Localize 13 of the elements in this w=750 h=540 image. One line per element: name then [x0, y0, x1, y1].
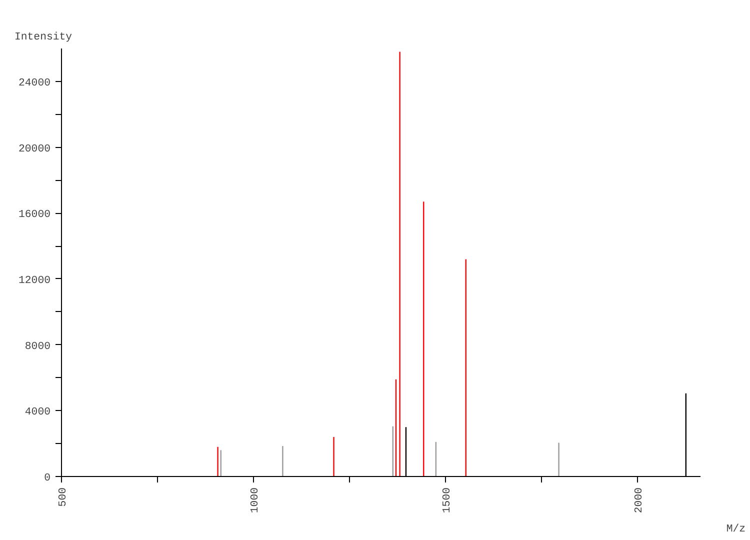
x-tick-label: 1500	[442, 487, 454, 514]
y-tick-label: 16000	[18, 209, 51, 222]
y-tick-label: 24000	[18, 77, 51, 90]
x-tick-label: 500	[58, 487, 70, 507]
y-axis-title: Intensity	[14, 32, 73, 44]
y-tick-label: 8000	[24, 340, 51, 353]
y-tick-label: 4000	[24, 406, 51, 419]
x-tick-label: 1000	[250, 487, 262, 514]
y-tick-label: 12000	[18, 274, 51, 287]
y-tick-label: 0	[44, 472, 51, 484]
x-tick-label: 2000	[634, 487, 646, 514]
x-axis-title: M/z	[726, 524, 746, 536]
y-tick-label: 20000	[18, 143, 51, 156]
